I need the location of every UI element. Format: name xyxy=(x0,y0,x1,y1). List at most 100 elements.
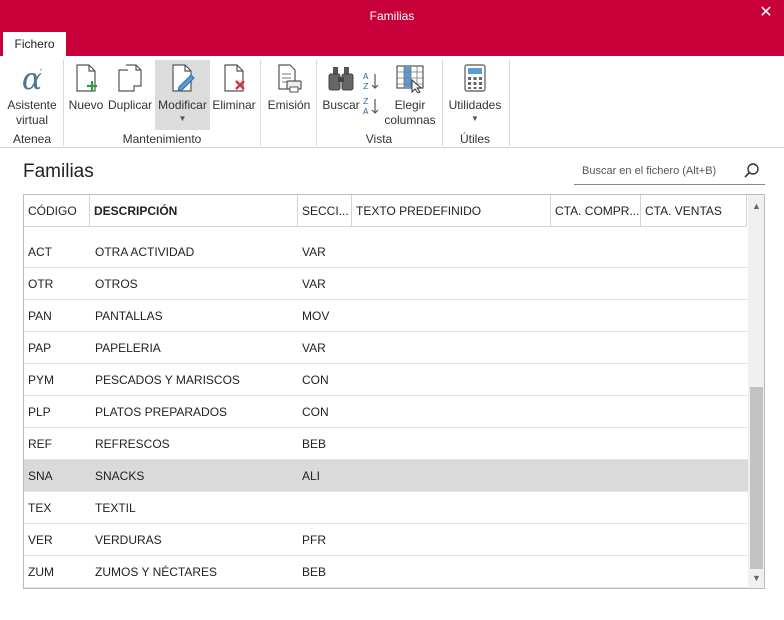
ribbon-separator xyxy=(509,60,510,146)
elegir-columnas-button[interactable]: Elegir columnas xyxy=(382,60,438,132)
cell-descripcion: PESCADOS Y MARISCOS xyxy=(95,373,240,387)
svg-text:A: A xyxy=(363,107,369,116)
group-label-vista: Vista xyxy=(365,132,393,146)
elegir-label-line1: Elegir xyxy=(394,98,426,112)
alpha-icon: α ' xyxy=(16,62,48,97)
column-header-descripcion[interactable]: DESCRIPCIÓN xyxy=(90,195,298,227)
new-document-icon xyxy=(73,63,99,96)
duplicar-label: Duplicar xyxy=(107,98,152,112)
svg-text:α: α xyxy=(22,63,42,93)
table-row[interactable]: ACT OTRA ACTIVIDAD VAR xyxy=(24,236,748,268)
tab-fichero[interactable]: Fichero xyxy=(3,32,66,56)
buscar-label: Buscar xyxy=(322,98,360,112)
cell-descripcion: PAPELERIA xyxy=(95,341,161,355)
cell-seccion: BEB xyxy=(302,565,327,579)
sort-ascending-icon[interactable]: A Z xyxy=(362,71,380,91)
table-row[interactable]: OTR OTROS VAR xyxy=(24,268,748,300)
column-header-texto-predefinido[interactable]: TEXTO PREDEFINIDO xyxy=(352,195,551,227)
families-table: CÓDIGO DESCRIPCIÓN SECCI... TEXTO PREDEF… xyxy=(23,194,765,589)
scroll-down-icon[interactable]: ▼ xyxy=(752,573,761,583)
table-header: CÓDIGO DESCRIPCIÓN SECCI... TEXTO PREDEF… xyxy=(24,195,747,227)
svg-text:A: A xyxy=(363,72,369,81)
cell-codigo: ACT xyxy=(28,245,52,259)
chevron-down-icon: ▼ xyxy=(471,114,479,123)
svg-text:Z: Z xyxy=(363,82,369,91)
ribbon: α ' Asistente virtual Atenea Nuevo xyxy=(0,56,784,148)
emision-label: Emisión xyxy=(267,98,311,112)
duplicar-button[interactable]: Duplicar xyxy=(107,60,153,132)
table-row[interactable]: SNA SNACKS ALI xyxy=(24,460,748,492)
close-icon[interactable]: ✕ xyxy=(759,4,773,21)
table-row[interactable]: VER VERDURAS PFR xyxy=(24,524,748,556)
table-row[interactable]: TEX TEXTIL xyxy=(24,492,748,524)
edit-document-icon xyxy=(169,63,197,96)
columns-icon xyxy=(395,63,425,96)
page-title: Familias xyxy=(23,161,94,182)
group-label-mantenimiento: Mantenimiento xyxy=(122,132,202,146)
eliminar-label: Eliminar xyxy=(212,98,256,112)
cell-seccion: MOV xyxy=(302,309,330,323)
cell-descripcion: OTROS xyxy=(95,277,138,291)
cell-seccion: VAR xyxy=(302,277,326,291)
eliminar-button[interactable]: Eliminar xyxy=(212,60,256,132)
binoculars-icon xyxy=(326,63,356,96)
nuevo-button[interactable]: Nuevo xyxy=(67,60,105,132)
cell-codigo: PAP xyxy=(28,341,52,355)
svg-text:': ' xyxy=(40,68,42,78)
scroll-up-icon[interactable]: ▲ xyxy=(752,201,761,211)
utilidades-button[interactable]: Utilidades ▼ xyxy=(446,60,504,132)
cell-descripcion: SNACKS xyxy=(95,469,145,483)
asistente-label-line1: Asistente xyxy=(7,98,57,112)
table-row[interactable]: PLP PLATOS PREPARADOS CON xyxy=(24,396,748,428)
table-row[interactable]: PYM PESCADOS Y MARISCOS CON xyxy=(24,364,748,396)
print-document-icon xyxy=(275,63,303,96)
cell-seccion: ALI xyxy=(302,469,321,483)
cell-codigo: REF xyxy=(28,437,52,451)
cell-descripcion: PANTALLAS xyxy=(95,309,163,323)
elegir-label-line2: columnas xyxy=(384,113,436,127)
modificar-label: Modificar xyxy=(158,98,207,112)
cell-codigo: OTR xyxy=(28,277,54,291)
ribbon-separator xyxy=(63,60,64,146)
cell-descripcion: TEXTIL xyxy=(95,501,136,515)
cell-codigo: PAN xyxy=(28,309,52,323)
column-header-cta-compras[interactable]: CTA. COMPR... xyxy=(551,195,641,227)
table-row[interactable]: ZUM ZUMOS Y NÉCTARES BEB xyxy=(24,556,748,588)
group-label-atenea: Atenea xyxy=(12,132,52,146)
ribbon-separator xyxy=(260,60,261,146)
ribbon-separator xyxy=(316,60,317,146)
calculator-icon xyxy=(462,63,488,96)
emision-button[interactable]: Emisión xyxy=(265,60,313,132)
cell-codigo: ZUM xyxy=(28,565,54,579)
vertical-scrollbar[interactable]: ▲ ▼ xyxy=(748,195,764,588)
asistente-virtual-button[interactable]: α ' Asistente virtual xyxy=(4,60,60,132)
search-input[interactable]: Buscar en el fichero (Alt+B) xyxy=(574,157,765,185)
utilidades-label: Utilidades xyxy=(448,98,502,112)
column-header-cta-ventas[interactable]: CTA. VENTAS xyxy=(641,195,747,227)
table-row[interactable]: REF REFRESCOS BEB xyxy=(24,428,748,460)
ribbon-separator xyxy=(442,60,443,146)
cell-seccion: CON xyxy=(302,405,329,419)
table-row[interactable]: PAN PANTALLAS MOV xyxy=(24,300,748,332)
svg-text:Z: Z xyxy=(363,97,369,106)
cell-codigo: PYM xyxy=(28,373,55,387)
buscar-button[interactable]: Buscar xyxy=(320,60,362,132)
scrollbar-thumb[interactable] xyxy=(750,387,763,569)
window-title: Familias xyxy=(369,9,415,23)
duplicate-icon xyxy=(116,63,144,96)
table-row[interactable]: PAP PAPELERIA VAR xyxy=(24,332,748,364)
search-icon[interactable] xyxy=(743,162,761,183)
cell-seccion: VAR xyxy=(302,245,326,259)
cell-codigo: SNA xyxy=(28,469,53,483)
cell-seccion: CON xyxy=(302,373,329,387)
column-header-codigo[interactable]: CÓDIGO xyxy=(24,195,90,227)
cell-codigo: VER xyxy=(28,533,53,547)
sort-descending-icon[interactable]: Z A xyxy=(362,96,380,116)
delete-document-icon xyxy=(221,63,247,96)
column-header-seccion[interactable]: SECCI... xyxy=(298,195,352,227)
chevron-down-icon: ▼ xyxy=(178,114,187,123)
modificar-button[interactable]: Modificar ▼ xyxy=(155,60,210,130)
search-placeholder: Buscar en el fichero (Alt+B) xyxy=(582,165,717,177)
nuevo-label: Nuevo xyxy=(68,98,104,112)
cell-descripcion: ZUMOS Y NÉCTARES xyxy=(95,565,218,579)
